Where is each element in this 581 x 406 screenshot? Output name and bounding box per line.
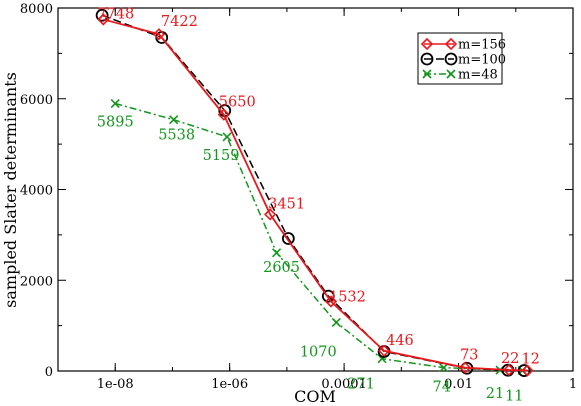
data-point (95, 8, 109, 22)
legend-marker (420, 52, 434, 66)
series-m48 (110, 98, 527, 376)
data-label: 21 (486, 386, 504, 402)
legend-label: m=100 (458, 53, 506, 68)
data-point (377, 344, 391, 357)
legend-entry: m=156 (420, 37, 506, 53)
data-point (331, 317, 341, 328)
data-label: 7748 (97, 6, 134, 22)
data-label: 7422 (161, 14, 198, 30)
data-point (502, 363, 516, 377)
data-point (152, 28, 166, 41)
data-labels: 7748 7422 5650 3451 1532 446 73 22 12 5895 5538 515… (97, 6, 540, 404)
data-label: 1070 (300, 344, 337, 360)
x-tick-label: 1e-06 (211, 377, 248, 392)
legend-marker (446, 69, 456, 79)
legend-label: m=156 (458, 38, 506, 53)
legend-marker (422, 69, 432, 79)
series-layer (95, 8, 534, 377)
data-label: 5895 (97, 115, 134, 131)
legend-marker (444, 52, 458, 66)
legend-entry: m=100 (420, 52, 506, 68)
series-m156 (97, 13, 534, 377)
x-tick-label: 0.01 (444, 377, 473, 392)
legend-label: m=48 (458, 68, 498, 83)
legend-marker (420, 37, 434, 51)
data-point (97, 13, 110, 26)
data-label: 5650 (219, 95, 256, 111)
data-label: 1532 (329, 289, 366, 305)
x-axis-label: COM (294, 387, 336, 406)
data-label: 5159 (203, 148, 240, 164)
x-tick-label: 1 (569, 377, 577, 392)
x-tick-label: 1e-08 (97, 377, 134, 392)
y-tick-label: 2000 (20, 274, 53, 289)
data-label: 5538 (158, 128, 195, 144)
data-point (271, 248, 282, 258)
data-point (169, 115, 179, 125)
x-axis: 1e-08 1e-06 0.0001 0.01 1 (57, 8, 577, 392)
data-label: 22 (501, 351, 519, 367)
data-label: 271 (347, 377, 375, 393)
data-point (321, 289, 335, 303)
data-point (217, 108, 230, 121)
data-point (458, 361, 472, 374)
y-tick-label: 6000 (20, 93, 53, 108)
legend-marker (444, 37, 458, 51)
data-label: 3451 (268, 196, 305, 212)
data-label: 74 (432, 380, 450, 396)
series-line (103, 18, 528, 372)
data-point (264, 208, 277, 221)
data-label: 11 (505, 389, 523, 405)
data-point (324, 295, 338, 308)
y-tick-label: 4000 (20, 184, 53, 199)
data-label: 446 (386, 333, 414, 349)
data-point (439, 363, 449, 373)
data-label: 12 (521, 351, 539, 367)
data-point (521, 364, 534, 377)
y-tick-label: 8000 (20, 2, 53, 17)
data-point (222, 132, 232, 142)
legend-entry: m=48 (422, 68, 498, 83)
y-axis: 0 2000 4000 6000 8000 (20, 2, 573, 380)
data-point (281, 232, 295, 245)
data-label: 2605 (263, 260, 300, 276)
y-axis-label: sampled Slater determinants (1, 72, 20, 308)
data-point (110, 98, 120, 109)
x-tick-label: 0.0001 (321, 377, 367, 392)
y-tick-label: 0 (45, 365, 53, 380)
data-label: 73 (460, 348, 478, 364)
